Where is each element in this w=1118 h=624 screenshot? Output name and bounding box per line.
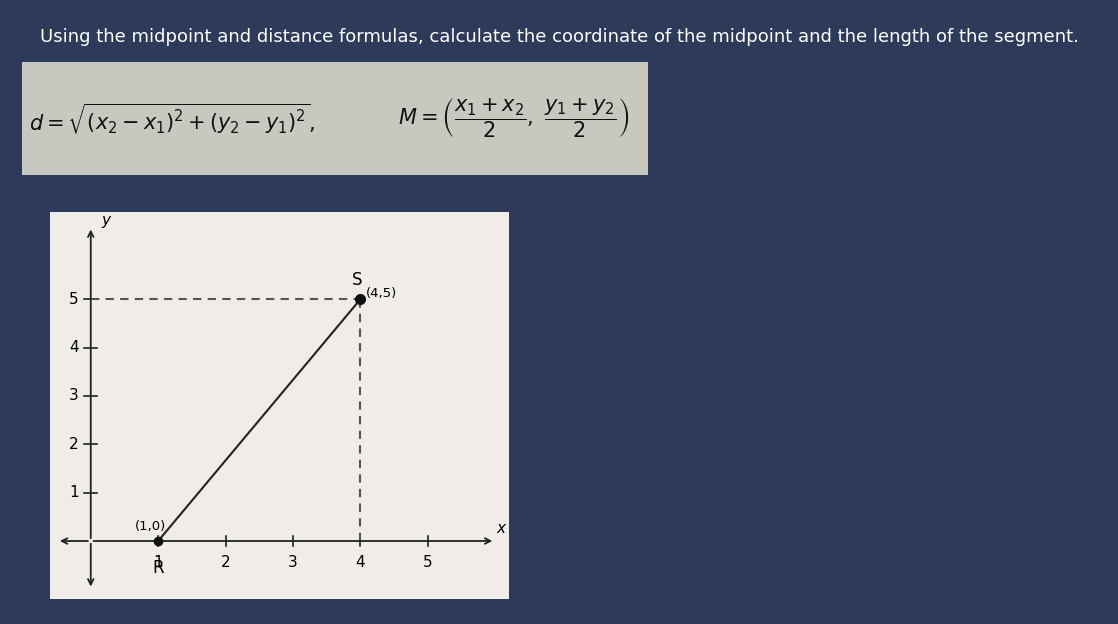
Text: $M = \left(\dfrac{x_1 + x_2}{2},\ \dfrac{y_1 + y_2}{2}\right)$: $M = \left(\dfrac{x_1 + x_2}{2},\ \dfrac… [398,97,629,140]
Text: Using the midpoint and distance formulas, calculate the coordinate of the midpoi: Using the midpoint and distance formulas… [39,28,1079,46]
Text: 5: 5 [423,555,433,570]
Text: 1: 1 [153,555,163,570]
Text: R: R [152,559,164,577]
Text: 3: 3 [69,388,78,404]
Text: $x$: $x$ [496,521,508,536]
Text: 2: 2 [69,437,78,452]
Text: $d = \sqrt{\left(x_2 - x_1\right)^2 + \left(y_2 - y_1\right)^2},$: $d = \sqrt{\left(x_2 - x_1\right)^2 + \l… [29,101,314,136]
Text: $y$: $y$ [101,214,113,230]
Text: S: S [352,271,362,288]
Text: 4: 4 [356,555,366,570]
Text: 4: 4 [69,340,78,355]
Text: 1: 1 [69,485,78,500]
Text: 2: 2 [220,555,230,570]
Text: (4,5): (4,5) [366,287,397,300]
Text: 5: 5 [69,291,78,307]
Text: (1,0): (1,0) [134,520,165,534]
Text: 3: 3 [288,555,297,570]
